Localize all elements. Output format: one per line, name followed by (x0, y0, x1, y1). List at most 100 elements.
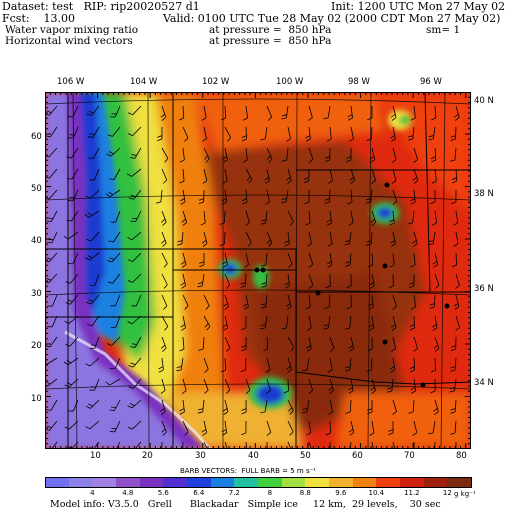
wind-barb (115, 210, 121, 223)
wind-barb (94, 336, 100, 349)
valid-time-label: Valid: 0100 UTC Tue 28 May 02 (2000 CDT … (163, 12, 501, 25)
wind-barb (182, 336, 185, 349)
wind-barb (224, 315, 229, 328)
wind-barb (69, 336, 79, 347)
wind-barb (350, 126, 354, 139)
x-tick-50: 50 (300, 451, 311, 461)
wind-barb (49, 168, 58, 179)
wind-barb (328, 294, 331, 308)
wind-barb (392, 336, 396, 349)
colorbar-swatch (329, 477, 354, 488)
wind-barb (245, 168, 253, 180)
wind-barb (68, 231, 79, 240)
wind-barb (328, 315, 331, 328)
wind-barb (182, 105, 185, 119)
wind-barb (264, 315, 268, 328)
state-borders (45, 92, 471, 449)
wind-barb (266, 105, 273, 118)
wind-barb (72, 189, 79, 202)
wind-barb (224, 105, 227, 119)
wind-barb (432, 126, 436, 139)
wind-barb (287, 378, 289, 392)
wind-barb (349, 252, 352, 265)
wind-barb (182, 294, 189, 307)
wind-barb (134, 441, 142, 449)
wind-barb (308, 294, 311, 307)
wind-barb (434, 105, 437, 119)
wind-barb (49, 126, 58, 138)
wind-barb (392, 294, 397, 307)
convective-cell-3 (256, 384, 284, 404)
wind-barb (266, 441, 268, 449)
wind-barb (371, 357, 373, 371)
x-tick-70: 70 (404, 451, 415, 461)
wind-barb (91, 315, 100, 326)
wind-barb (308, 105, 313, 118)
colorbar-swatch (45, 477, 71, 488)
wind-barb (412, 210, 415, 223)
wind-barb (114, 105, 121, 118)
wind-barb (265, 252, 268, 265)
wind-barb (413, 189, 416, 202)
wind-barb (161, 336, 167, 349)
wind-barb (112, 126, 121, 137)
wind-barb (455, 231, 459, 244)
wind-barb (112, 231, 121, 243)
wind-barb (182, 378, 187, 391)
wind-barb (413, 168, 419, 181)
forecast-hour-label: Fcst: 13.00 (2, 12, 76, 25)
wind-barb (89, 357, 100, 367)
wind-barb (287, 210, 294, 222)
wind-barb (244, 273, 247, 287)
wind-barb (287, 273, 290, 286)
wind-barb (224, 336, 231, 349)
wind-barb (182, 315, 186, 328)
x-tick-30: 30 (195, 451, 206, 461)
wind-barb (161, 294, 168, 307)
wind-barb (392, 357, 396, 370)
wind-barb (454, 147, 457, 160)
wind-barb (114, 357, 121, 370)
wind-barb (371, 315, 375, 328)
wind-barb (413, 231, 418, 244)
colorbar-swatch (68, 477, 93, 488)
wind-barb (349, 399, 352, 413)
wind-barb (350, 420, 355, 433)
wind-barb (51, 231, 58, 244)
wind-barb (182, 420, 189, 433)
wind-barb (72, 252, 79, 265)
x-tick-60: 60 (352, 451, 363, 461)
convective-cell-2 (377, 207, 393, 219)
wind-barb (266, 168, 270, 181)
wind-barb (47, 378, 58, 387)
wind-barb (224, 399, 229, 412)
wind-barb (308, 336, 312, 349)
wind-barb (245, 189, 248, 202)
wind-barb (49, 420, 58, 431)
wind-barb (89, 420, 100, 430)
wind-barb (350, 168, 356, 181)
wind-barb (135, 210, 142, 222)
wind-barb (161, 399, 166, 412)
wind-barb (392, 252, 395, 265)
y-tick-60: 60 (31, 132, 42, 142)
wind-barb (266, 378, 271, 391)
wind-barb (454, 357, 457, 370)
wind-barb (329, 126, 332, 139)
wind-barb (224, 294, 229, 307)
lon-label-106w: 106 W (57, 77, 85, 87)
wind-barb (223, 210, 226, 224)
wind-barb (245, 294, 249, 307)
wind-barb (67, 357, 79, 366)
convective-cell-1 (223, 263, 237, 275)
wind-barb (349, 357, 352, 370)
wind-barb (329, 399, 333, 412)
wind-barb (371, 147, 376, 160)
wind-barb (434, 168, 437, 181)
wind-barb (413, 357, 416, 371)
wind-barb (182, 273, 187, 286)
colorbar-label: 11.2 (404, 489, 420, 497)
wind-barb (308, 210, 311, 223)
wind-barb (224, 252, 228, 265)
wind-barb (182, 210, 188, 223)
